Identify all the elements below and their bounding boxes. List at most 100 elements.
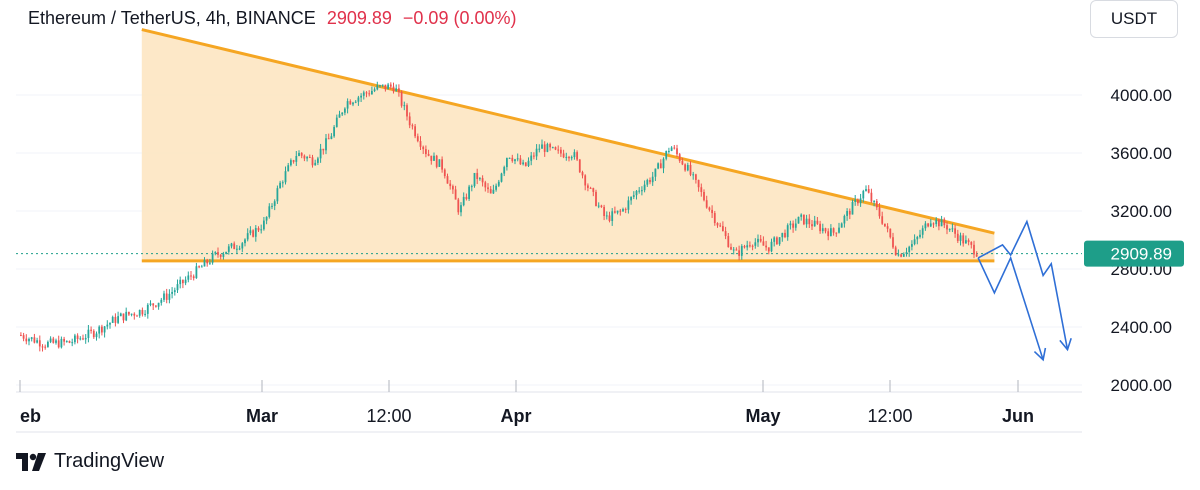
- candle-body: [236, 248, 238, 250]
- candle-body: [419, 141, 422, 147]
- candle-body: [902, 253, 905, 257]
- candle-body: [433, 155, 435, 161]
- candle-body: [970, 242, 973, 245]
- candle-body: [546, 144, 549, 152]
- price-change: −0.09 (0.00%): [402, 8, 517, 28]
- candle-body: [425, 149, 427, 155]
- candle-body: [576, 152, 578, 160]
- candle-body: [762, 241, 765, 246]
- candle-body: [238, 248, 241, 250]
- candle-body: [495, 185, 497, 190]
- candle-body: [595, 191, 597, 206]
- candle-body: [79, 338, 82, 340]
- candle-body: [349, 101, 352, 105]
- x-tick-label: 12:00: [867, 406, 912, 426]
- candle-body: [225, 251, 227, 254]
- candle-body: [103, 326, 106, 333]
- candle-body: [875, 201, 878, 208]
- candle-body: [430, 155, 433, 161]
- candle-body: [794, 223, 797, 228]
- arrow-head-icon: [1033, 347, 1047, 362]
- candle-body: [816, 220, 819, 224]
- candle-body: [376, 85, 379, 90]
- candle-body: [592, 188, 595, 192]
- candle-body: [541, 144, 543, 149]
- candle-body: [184, 279, 187, 284]
- candle-body: [470, 186, 473, 188]
- candle-body: [940, 219, 943, 227]
- candle-body: [230, 243, 233, 247]
- candle-body: [47, 341, 49, 347]
- candle-body: [803, 214, 805, 225]
- candle-body: [929, 223, 932, 227]
- candle-body: [254, 228, 257, 237]
- candle-body: [789, 223, 792, 226]
- tradingview-branding[interactable]: TradingView: [16, 450, 164, 473]
- candle-body: [284, 171, 287, 183]
- candle-body: [932, 223, 935, 225]
- candle-body: [219, 254, 222, 257]
- candle-body: [703, 192, 705, 201]
- candle-body: [767, 247, 770, 252]
- candle-body: [487, 187, 489, 190]
- candle-body: [886, 226, 889, 229]
- candle-body: [719, 225, 722, 227]
- candle-body: [468, 186, 470, 199]
- candle-body: [538, 148, 541, 150]
- candle-body: [956, 233, 959, 241]
- candle-body: [311, 157, 314, 166]
- y-tick-label: 4000.00: [1111, 86, 1172, 105]
- candle-body: [827, 231, 830, 237]
- candle-body: [746, 245, 749, 248]
- candle-body: [246, 233, 249, 240]
- candle-body: [179, 279, 182, 285]
- candle-body: [560, 149, 562, 154]
- candle-body: [943, 219, 946, 226]
- candle-body: [290, 160, 292, 166]
- candle-body: [341, 112, 344, 115]
- candle-body: [333, 126, 335, 137]
- tradingview-logo-icon: [16, 452, 46, 471]
- candle-body: [884, 223, 886, 227]
- candle-body: [317, 158, 319, 163]
- candle-body: [551, 147, 554, 149]
- candle-body: [241, 243, 244, 249]
- candle-body: [90, 329, 92, 331]
- candle-body: [322, 148, 325, 151]
- candle-body: [295, 155, 298, 162]
- candle-body: [651, 176, 654, 183]
- candle-body: [465, 196, 468, 199]
- candle-body: [975, 254, 978, 257]
- candle-body: [63, 338, 65, 342]
- last-price: 2909.89: [326, 8, 392, 28]
- candle-body: [438, 159, 441, 167]
- candle-body: [867, 189, 870, 193]
- candle-body: [611, 211, 614, 221]
- candle-body: [776, 237, 778, 245]
- candle-body: [668, 150, 670, 152]
- candle-body: [716, 223, 719, 226]
- candle-body: [881, 216, 884, 224]
- candle-body: [354, 101, 357, 103]
- candle-body: [911, 244, 913, 247]
- candle-body: [778, 237, 781, 245]
- candle-body: [851, 201, 854, 215]
- y-tick-label: 2000.00: [1111, 376, 1172, 395]
- candle-body: [630, 196, 632, 201]
- currency-button[interactable]: USDT: [1090, 0, 1178, 38]
- candle-body: [705, 200, 708, 208]
- candle-body: [627, 200, 630, 210]
- candle-body: [578, 159, 581, 173]
- candle-body: [614, 211, 616, 213]
- candle-body: [843, 215, 846, 224]
- candle-body: [646, 180, 649, 185]
- candle-body: [973, 244, 975, 255]
- candle-body: [28, 338, 30, 342]
- projection-path: [977, 255, 1044, 361]
- candle-body: [913, 239, 916, 245]
- candle-body: [840, 223, 843, 228]
- candle-body: [813, 220, 816, 227]
- candle-body: [60, 338, 63, 348]
- candle-body: [846, 210, 848, 216]
